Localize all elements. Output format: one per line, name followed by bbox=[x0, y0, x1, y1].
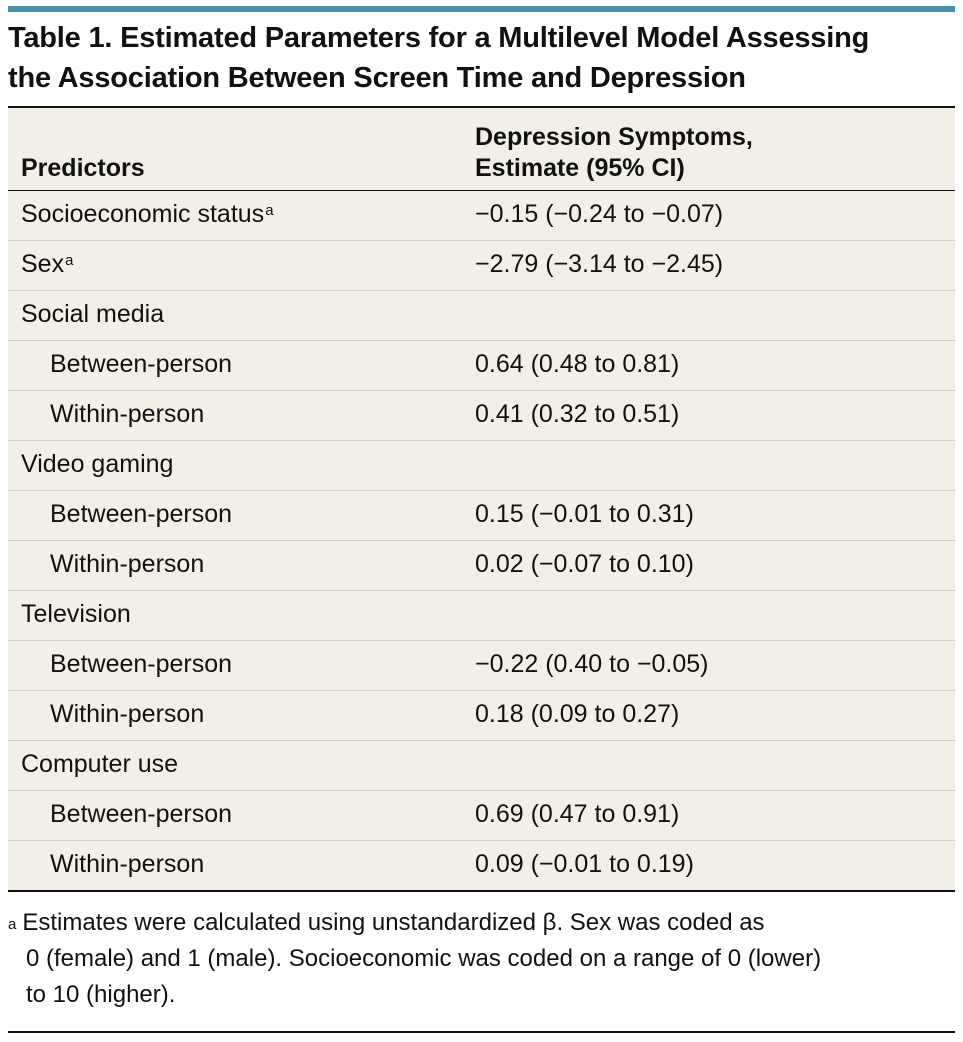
header-estimate-line-2: Estimate (95% CI) bbox=[475, 154, 685, 182]
table-row: Within-person 0.09 (−0.01 to 0.19) bbox=[8, 840, 955, 890]
row-label: Between-person bbox=[50, 500, 233, 528]
row-value: 0.02 (−0.07 to 0.10) bbox=[475, 550, 694, 578]
row-value: 0.64 (0.48 to 0.81) bbox=[475, 350, 680, 378]
row-label: Within-person bbox=[50, 550, 205, 578]
row-label: Between-person bbox=[50, 650, 233, 678]
row-value: −2.79 (−3.14 to −2.45) bbox=[475, 250, 724, 278]
row-label: Between-person bbox=[50, 800, 233, 828]
footnote-line-2: 0 (female) and 1 (male). Socioeconomic w… bbox=[26, 945, 822, 972]
title-line-1: Table 1. Estimated Parameters for a Mult… bbox=[8, 22, 870, 54]
table-row: Between-person −0.22 (0.40 to −0.05) bbox=[8, 640, 955, 690]
row-label: Television bbox=[21, 600, 131, 628]
data-table: Predictors Depression Symptoms, Estimate… bbox=[8, 106, 955, 892]
row-label: Social media bbox=[21, 300, 165, 328]
table-row: Within-person 0.18 (0.09 to 0.27) bbox=[8, 690, 955, 740]
footnote-line-1: a Estimates were calculated using unstand… bbox=[8, 909, 765, 936]
table-row: Socioeconomic statusa −0.15 (−0.24 to −0… bbox=[8, 191, 955, 240]
table-row: Sexa −2.79 (−3.14 to −2.45) bbox=[8, 240, 955, 290]
row-value: 0.15 (−0.01 to 0.31) bbox=[475, 500, 694, 528]
row-value: 0.69 (0.47 to 0.91) bbox=[475, 800, 680, 828]
table-row-group-header: Video gaming bbox=[8, 440, 955, 490]
footnote-marker: a bbox=[8, 916, 17, 933]
top-accent-rule bbox=[8, 6, 955, 12]
row-label: Between-person bbox=[50, 350, 233, 378]
title-line-2: the Association Between Screen Time and … bbox=[8, 62, 746, 94]
table-row: Within-person 0.41 (0.32 to 0.51) bbox=[8, 390, 955, 440]
row-label: Video gaming bbox=[21, 450, 174, 478]
row-label: Computer use bbox=[21, 750, 179, 778]
table-title: Table 1. Estimated Parameters for a Mult… bbox=[8, 18, 955, 98]
header-estimate: Depression Symptoms, Estimate (95% CI) bbox=[475, 122, 753, 184]
table-header: Predictors Depression Symptoms, Estimate… bbox=[8, 108, 955, 191]
table-row-group-header: Computer use bbox=[8, 740, 955, 790]
table-footnote: a Estimates were calculated using unstand… bbox=[8, 905, 955, 1013]
row-label: Socioeconomic statusa bbox=[21, 200, 274, 228]
table-row: Between-person 0.69 (0.47 to 0.91) bbox=[8, 790, 955, 840]
row-value: −0.22 (0.40 to −0.05) bbox=[475, 650, 709, 678]
footnote-marker: a bbox=[65, 252, 74, 269]
row-value: 0.09 (−0.01 to 0.19) bbox=[475, 850, 694, 878]
table-row: Between-person 0.15 (−0.01 to 0.31) bbox=[8, 490, 955, 540]
header-estimate-line-1: Depression Symptoms, bbox=[475, 123, 753, 151]
row-value: 0.18 (0.09 to 0.27) bbox=[475, 700, 680, 728]
row-label: Within-person bbox=[50, 400, 205, 428]
row-value: 0.41 (0.32 to 0.51) bbox=[475, 400, 680, 428]
row-value: −0.15 (−0.24 to −0.07) bbox=[475, 200, 724, 228]
row-label: Within-person bbox=[50, 700, 205, 728]
bottom-rule bbox=[8, 1031, 955, 1033]
table-row: Between-person 0.64 (0.48 to 0.81) bbox=[8, 340, 955, 390]
footnote-line-3: to 10 (higher). bbox=[26, 981, 176, 1008]
row-label: Sexa bbox=[21, 250, 74, 278]
table-row: Within-person 0.02 (−0.07 to 0.10) bbox=[8, 540, 955, 590]
row-label: Within-person bbox=[50, 850, 205, 878]
table-row-group-header: Social media bbox=[8, 290, 955, 340]
header-predictors: Predictors bbox=[21, 154, 145, 182]
table-row-group-header: Television bbox=[8, 590, 955, 640]
footnote-marker: a bbox=[265, 202, 274, 219]
